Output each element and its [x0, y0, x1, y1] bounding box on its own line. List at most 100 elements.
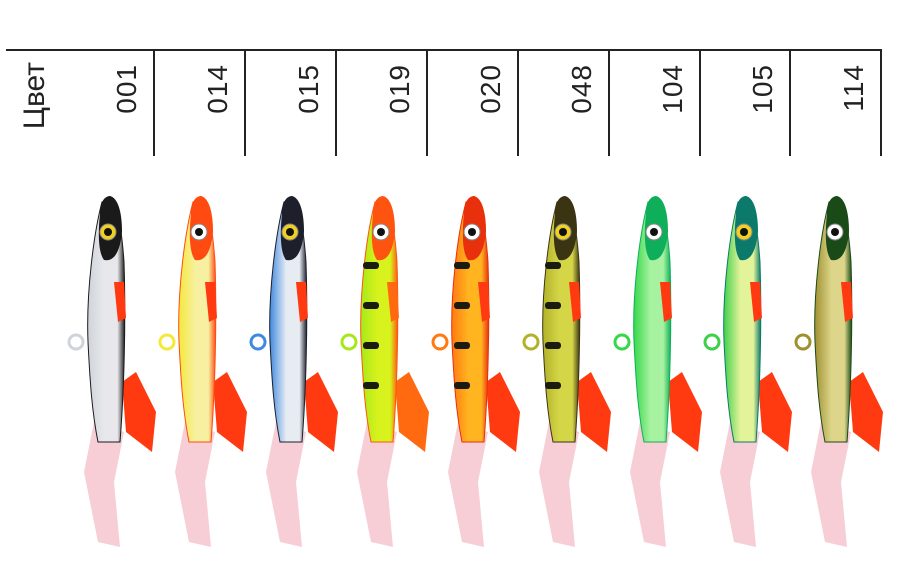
lure-pupil: [740, 228, 748, 236]
lure-eyelet: [794, 333, 812, 351]
lure-stripe: [545, 382, 561, 389]
lure-tail: [720, 422, 760, 547]
lure-stripe: [454, 382, 470, 389]
lure-body: [360, 199, 399, 443]
lure-pupil: [104, 228, 112, 236]
color-column-001: 001: [64, 50, 156, 569]
color-code: 019: [384, 64, 415, 114]
column-divider: [699, 50, 701, 156]
lure-tail: [175, 422, 215, 547]
lure-pupil: [286, 228, 294, 236]
lure-pectoral-fin: [205, 282, 217, 322]
header-rule: [6, 49, 882, 51]
color-code: 114: [838, 64, 869, 112]
color-code: 014: [202, 64, 233, 114]
lure-rear-fin: [122, 372, 156, 452]
lure-stripe: [454, 262, 470, 269]
lure-stripe: [454, 342, 470, 349]
lure-eyelet: [703, 333, 721, 351]
lure-image: [340, 196, 429, 547]
color-column-019: 019: [337, 50, 429, 569]
lure-eyelet: [158, 333, 176, 351]
column-divider: [426, 50, 428, 156]
color-code: 015: [293, 64, 324, 114]
lure-body: [451, 199, 490, 443]
lure-rear-fin: [304, 372, 338, 452]
lure-pectoral-fin: [841, 282, 853, 322]
lure-pectoral-fin: [750, 282, 762, 322]
lure-tail: [539, 422, 579, 547]
lure-image: [613, 196, 702, 547]
lure-image: [249, 196, 338, 547]
color-column-015: 015: [246, 50, 338, 569]
lure-pupil: [195, 228, 203, 236]
lure-rear-fin: [213, 372, 247, 452]
column-divider: [244, 50, 246, 156]
color-label: Цвет: [18, 62, 51, 130]
lure-eyelet: [431, 333, 449, 351]
lure-image: [158, 196, 247, 547]
lure-stripe: [545, 342, 561, 349]
column-divider: [789, 50, 791, 156]
lure-pupil: [468, 228, 476, 236]
lure-tail: [84, 422, 124, 547]
lure-body: [723, 199, 762, 443]
column-divider: [880, 50, 882, 156]
color-column-104: 104: [610, 50, 702, 569]
lure-body: [633, 199, 672, 443]
lure-stripe: [545, 302, 561, 309]
color-column-114: 114: [791, 50, 883, 569]
color-code: 020: [475, 64, 506, 114]
lure-rear-fin: [486, 372, 520, 452]
lure-image: [794, 196, 883, 547]
lure-eyelet: [249, 333, 267, 351]
lure-rear-fin: [395, 372, 429, 452]
lure-body: [87, 199, 126, 443]
column-divider: [335, 50, 337, 156]
color-code: 048: [566, 64, 597, 114]
lure-pupil: [377, 228, 385, 236]
lure-eyelet: [613, 333, 631, 351]
color-code: 001: [111, 64, 142, 114]
lure-tail: [266, 422, 306, 547]
lure-tail: [811, 422, 851, 547]
lure-image: [67, 196, 156, 547]
lure-pectoral-fin: [387, 282, 399, 322]
lure-image: [703, 196, 792, 547]
lure-image: [431, 196, 520, 547]
lure-rear-fin: [849, 372, 883, 452]
lure-tail: [357, 422, 397, 547]
lure-body: [814, 199, 853, 443]
color-column-105: 105: [700, 50, 792, 569]
lure-eyelet: [522, 333, 540, 351]
color-column-020: 020: [428, 50, 520, 569]
lure-pupil: [650, 228, 658, 236]
lure-body: [178, 199, 217, 443]
color-column-048: 048: [519, 50, 611, 569]
color-column-014: 014: [155, 50, 247, 569]
lure-stripe: [545, 262, 561, 269]
column-divider: [608, 50, 610, 156]
lure-rear-fin: [577, 372, 611, 452]
lure-stripe: [363, 262, 379, 269]
column-divider: [153, 50, 155, 156]
lure-tail: [630, 422, 670, 547]
lure-body: [542, 199, 581, 443]
lure-pupil: [559, 228, 567, 236]
lure-pectoral-fin: [114, 282, 126, 322]
lure-stripe: [363, 342, 379, 349]
lure-body: [269, 199, 308, 443]
color-code: 105: [747, 64, 778, 114]
column-divider: [517, 50, 519, 156]
color-code: 104: [657, 64, 688, 114]
lure-pectoral-fin: [660, 282, 672, 322]
lure-rear-fin: [758, 372, 792, 452]
lure-pupil: [831, 228, 839, 236]
lure-pectoral-fin: [478, 282, 490, 322]
lure-pectoral-fin: [569, 282, 581, 322]
lure-image: [522, 196, 611, 547]
lure-eyelet: [340, 333, 358, 351]
lure-eyelet: [67, 333, 85, 351]
lure-tail: [448, 422, 488, 547]
lure-stripe: [363, 302, 379, 309]
